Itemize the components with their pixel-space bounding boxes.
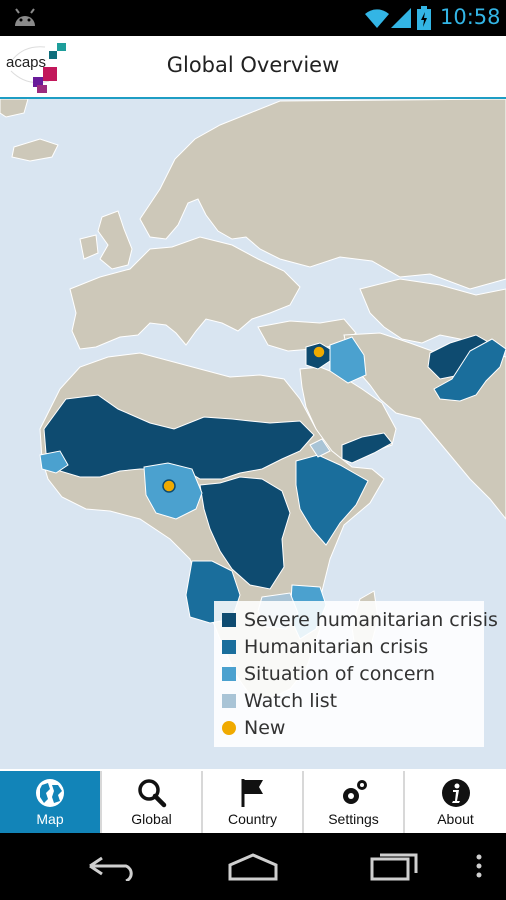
region-yemen-severe (341, 432, 393, 464)
acaps-logo[interactable]: acaps (5, 41, 69, 93)
landmass-europe (69, 236, 301, 350)
legend-item-concern: Situation of concern (222, 661, 435, 687)
menu-overflow-icon[interactable] (474, 851, 484, 881)
tab-label: About (437, 811, 474, 827)
android-icon (15, 8, 35, 26)
landmass-northwest (0, 99, 29, 118)
region-sahel-severe (43, 394, 315, 480)
legend-item-watch: Watch list (222, 688, 337, 714)
region-iraq-concern (329, 336, 367, 384)
legend-item-crisis: Humanitarian crisis (222, 634, 428, 660)
tab-global[interactable]: Global (102, 771, 203, 833)
logo-text: acaps (6, 54, 46, 71)
flag-icon (203, 777, 302, 814)
app-bar: acaps Global Overview (0, 36, 506, 99)
region-pakistan-crisis (433, 338, 506, 402)
legend-swatch-severe (222, 613, 236, 627)
system-nav-bar (0, 833, 506, 900)
wifi-icon (365, 9, 389, 28)
back-icon[interactable] (86, 851, 138, 881)
tab-country[interactable]: Country (203, 771, 304, 833)
search-icon (102, 777, 201, 814)
landmass-uk (97, 210, 133, 270)
new-marker-syria[interactable] (312, 345, 326, 359)
legend-label: Situation of concern (244, 663, 436, 685)
legend-swatch-crisis (222, 640, 236, 654)
legend-item-severe: Severe humanitarian crisis (222, 607, 498, 633)
recent-apps-icon[interactable] (370, 851, 420, 881)
region-somaliland-watch (309, 438, 331, 458)
info-icon (405, 777, 506, 814)
home-icon[interactable] (226, 851, 280, 881)
tab-label: Settings (328, 811, 379, 827)
signal-icon (391, 8, 411, 28)
legend-label: New (244, 717, 286, 739)
landmass-ireland (79, 234, 99, 260)
legend-label: Severe humanitarian crisis (244, 609, 498, 631)
tab-label: Map (36, 811, 64, 827)
tab-label: Global (131, 811, 172, 827)
legend-swatch-concern (222, 667, 236, 681)
legend-dot-new (222, 721, 236, 735)
tab-settings[interactable]: Settings (304, 771, 405, 833)
region-drc-severe (199, 476, 291, 590)
map-legend: Severe humanitarian crisis Humanitarian … (214, 601, 498, 747)
tab-label: Country (227, 811, 278, 827)
gears-icon (304, 777, 403, 814)
page-title: Global Overview (166, 53, 340, 77)
legend-item-new: New (222, 715, 285, 741)
battery-charging-icon (417, 6, 431, 30)
legend-swatch-watch (222, 694, 236, 708)
new-marker-nigeria[interactable] (162, 479, 176, 493)
region-ethiopia-crisis (295, 454, 369, 546)
globe-icon (0, 777, 100, 814)
crisis-map[interactable]: Severe humanitarian crisis Humanitarian … (0, 99, 506, 769)
legend-label: Watch list (244, 690, 338, 712)
bottom-tab-bar: Map Global Country Setting (0, 769, 506, 833)
region-senegal-concern (39, 450, 69, 474)
legend-label: Humanitarian crisis (244, 636, 429, 658)
tab-about[interactable]: About (405, 771, 506, 833)
tab-map[interactable]: Map (0, 771, 102, 833)
landmass-iceland (11, 138, 59, 162)
status-time: 10:58 (440, 5, 501, 29)
status-bar: 10:58 (0, 0, 506, 36)
landmass-scandinavia-russia (139, 99, 506, 290)
